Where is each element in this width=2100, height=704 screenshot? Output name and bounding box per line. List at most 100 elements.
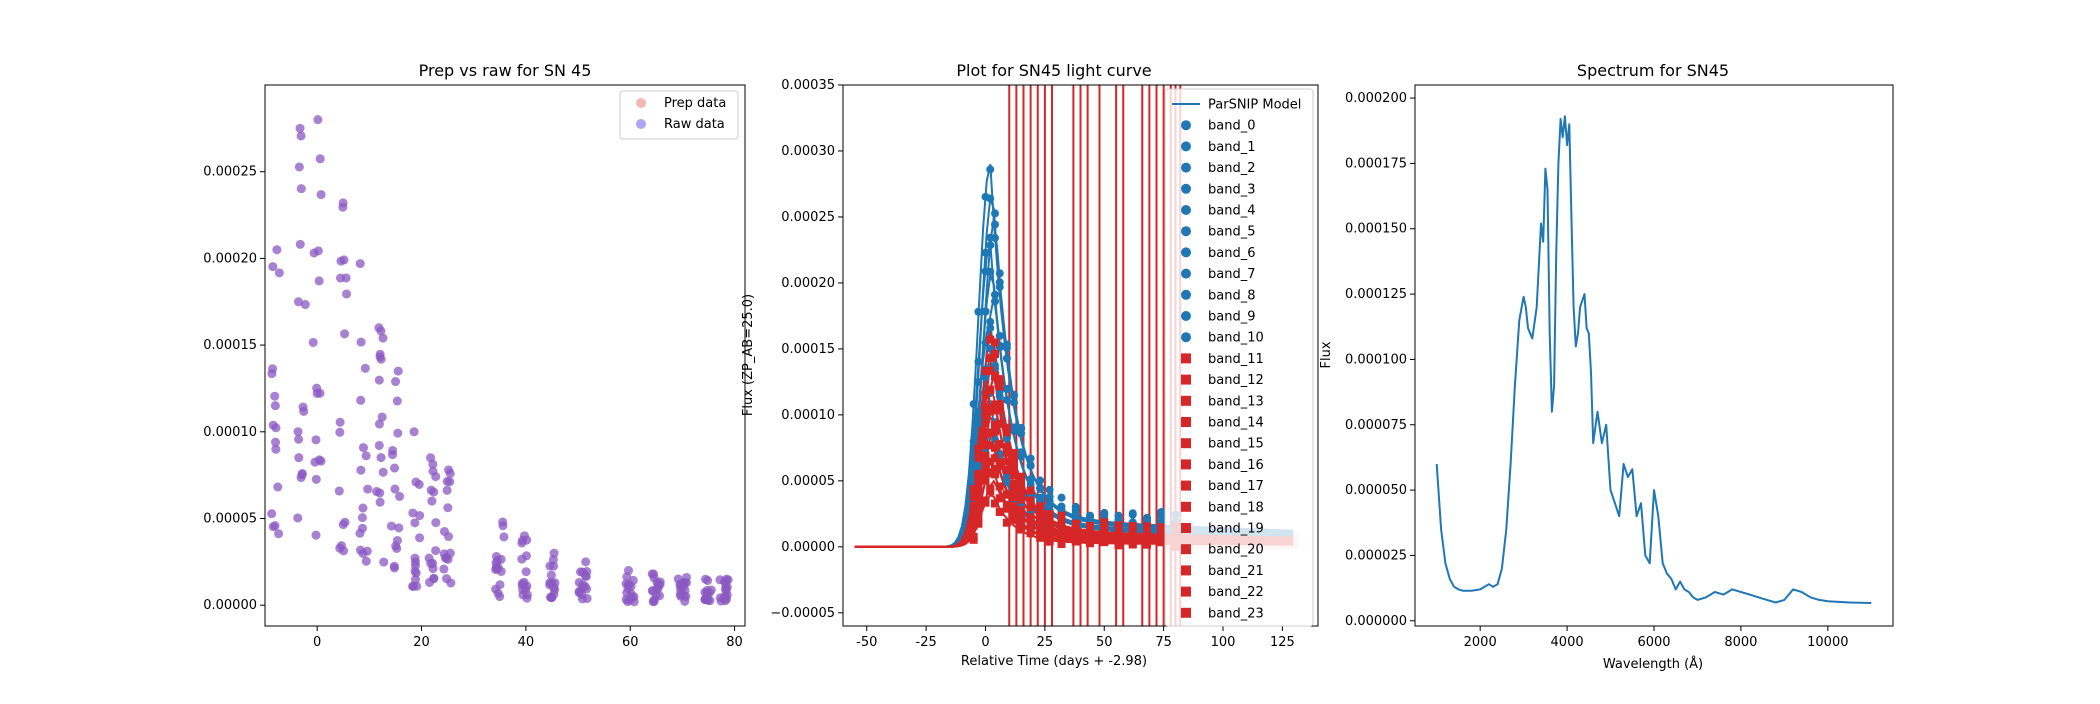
- raw-data-point: [336, 256, 346, 266]
- lc-xtick-label: 50: [1096, 635, 1113, 650]
- raw-data-point: [274, 268, 284, 278]
- raw-data-point: [390, 484, 400, 494]
- spectrum-line: [1435, 115, 1872, 604]
- raw-data-point: [414, 479, 424, 489]
- raw-data-point: [375, 497, 385, 507]
- spec-xtick-label: 4000: [1551, 635, 1584, 650]
- raw-data-point: [314, 276, 324, 286]
- band-marker-red: [1071, 537, 1080, 546]
- band-marker-blue: [1026, 480, 1035, 489]
- raw-data-point: [361, 556, 371, 566]
- raw-data-point: [443, 503, 453, 513]
- spec-ytick-label: 0.000000: [1345, 614, 1407, 629]
- raw-data-point: [335, 427, 345, 437]
- band-marker-red: [986, 407, 995, 416]
- raw-data-point: [270, 437, 280, 447]
- band-marker-blue: [986, 194, 995, 203]
- raw-data-point: [545, 580, 555, 590]
- band-marker-red: [974, 519, 983, 528]
- spec-ytick-label: 0.000050: [1345, 483, 1407, 498]
- raw-data-point: [357, 513, 367, 523]
- raw-data-point: [374, 419, 384, 429]
- band-marker-blue: [1010, 392, 1018, 401]
- raw-data-point: [491, 552, 501, 562]
- band-marker-red: [1017, 490, 1026, 499]
- band-marker-red: [1010, 454, 1018, 463]
- band-marker-red: [1002, 428, 1011, 437]
- band-marker-red: [981, 404, 990, 413]
- raw-data-point: [294, 453, 304, 463]
- chart-title-spectrum: Spectrum for SN45: [1577, 61, 1729, 80]
- raw-data-point: [521, 567, 531, 577]
- band-marker-red: [1026, 496, 1035, 505]
- raw-data-point: [386, 521, 396, 531]
- raw-data-point: [410, 518, 420, 528]
- spec-ytick-label: 0.000150: [1345, 222, 1407, 237]
- band-marker-red: [986, 469, 995, 478]
- raw-data-point: [338, 198, 348, 208]
- legend-marker-band: [1181, 586, 1191, 597]
- spec-ytick-label: 0.000175: [1345, 156, 1407, 171]
- raw-data-point: [315, 154, 325, 164]
- raw-data-point: [270, 401, 280, 411]
- spec-xtick-label: 8000: [1724, 635, 1757, 650]
- band-marker-blue: [981, 373, 990, 382]
- band-marker-red: [995, 375, 1004, 384]
- legend-light-curve: ParSNIP Model band_0 band_1 band_2 band_3ban…: [1164, 88, 1314, 627]
- band-marker-red: [1017, 525, 1026, 534]
- raw-data-point: [270, 521, 280, 531]
- legend-marker-band: [1181, 268, 1191, 279]
- prep-ytick-label: 0.00025: [203, 165, 257, 180]
- raw-data-point: [268, 262, 278, 272]
- band-marker-red: [1002, 448, 1011, 457]
- band-marker-red: [1002, 518, 1011, 527]
- band-marker-blue: [974, 357, 983, 366]
- band-marker-red: [974, 452, 983, 461]
- raw-data-point: [295, 123, 305, 133]
- legend-marker-band: [1181, 417, 1191, 427]
- raw-data-point: [408, 508, 418, 518]
- band-marker-red: [995, 400, 1004, 409]
- band-marker-red: [1114, 541, 1123, 550]
- band-marker-blue: [995, 278, 1004, 287]
- band-marker-red: [991, 465, 999, 474]
- legend-label-band-5: band_5: [1208, 225, 1255, 240]
- band-marker-red: [1036, 502, 1045, 511]
- raw-data-point: [300, 300, 310, 310]
- band-marker-blue: [981, 248, 990, 257]
- raw-data-point: [415, 511, 425, 521]
- band-marker-blue: [1017, 450, 1026, 459]
- band-marker-red: [1002, 457, 1011, 466]
- raw-data-point: [721, 582, 731, 592]
- raw-data-point: [375, 349, 385, 359]
- band-marker-blue: [995, 392, 1004, 401]
- legend-box-light-curve: [1164, 88, 1314, 627]
- band-marker-blue: [1071, 507, 1080, 516]
- raw-data-point: [267, 509, 277, 519]
- raw-data-point: [517, 554, 527, 564]
- raw-data-point: [410, 561, 420, 571]
- legend-label-band-11: band_11: [1208, 352, 1264, 367]
- raw-data-point: [313, 246, 323, 256]
- band-marker-red: [1071, 519, 1080, 528]
- legend-label-band-2: band_2: [1208, 161, 1255, 176]
- raw-data-point: [312, 383, 322, 393]
- band-marker-red: [986, 385, 995, 394]
- band-marker-blue: [1002, 384, 1011, 393]
- spec-ytick-label: 0.000075: [1345, 418, 1407, 433]
- raw-data-point: [549, 548, 559, 558]
- raw-data-point: [576, 567, 586, 577]
- band-marker-red: [1026, 503, 1035, 512]
- legend-marker-band: [1181, 141, 1191, 152]
- raw-data-point: [391, 377, 401, 387]
- legend-marker-band: [1181, 332, 1191, 343]
- band-marker-red: [1036, 528, 1045, 537]
- lc-xtick-label: 125: [1270, 635, 1295, 650]
- raw-data-point: [298, 402, 308, 412]
- band-marker-red: [991, 470, 999, 479]
- legend-label-band-7: band_7: [1208, 267, 1255, 282]
- band-marker-red: [1026, 513, 1035, 522]
- band-marker-red: [1086, 533, 1094, 542]
- band-marker-red: [1045, 537, 1054, 546]
- raw-data-point: [358, 503, 368, 513]
